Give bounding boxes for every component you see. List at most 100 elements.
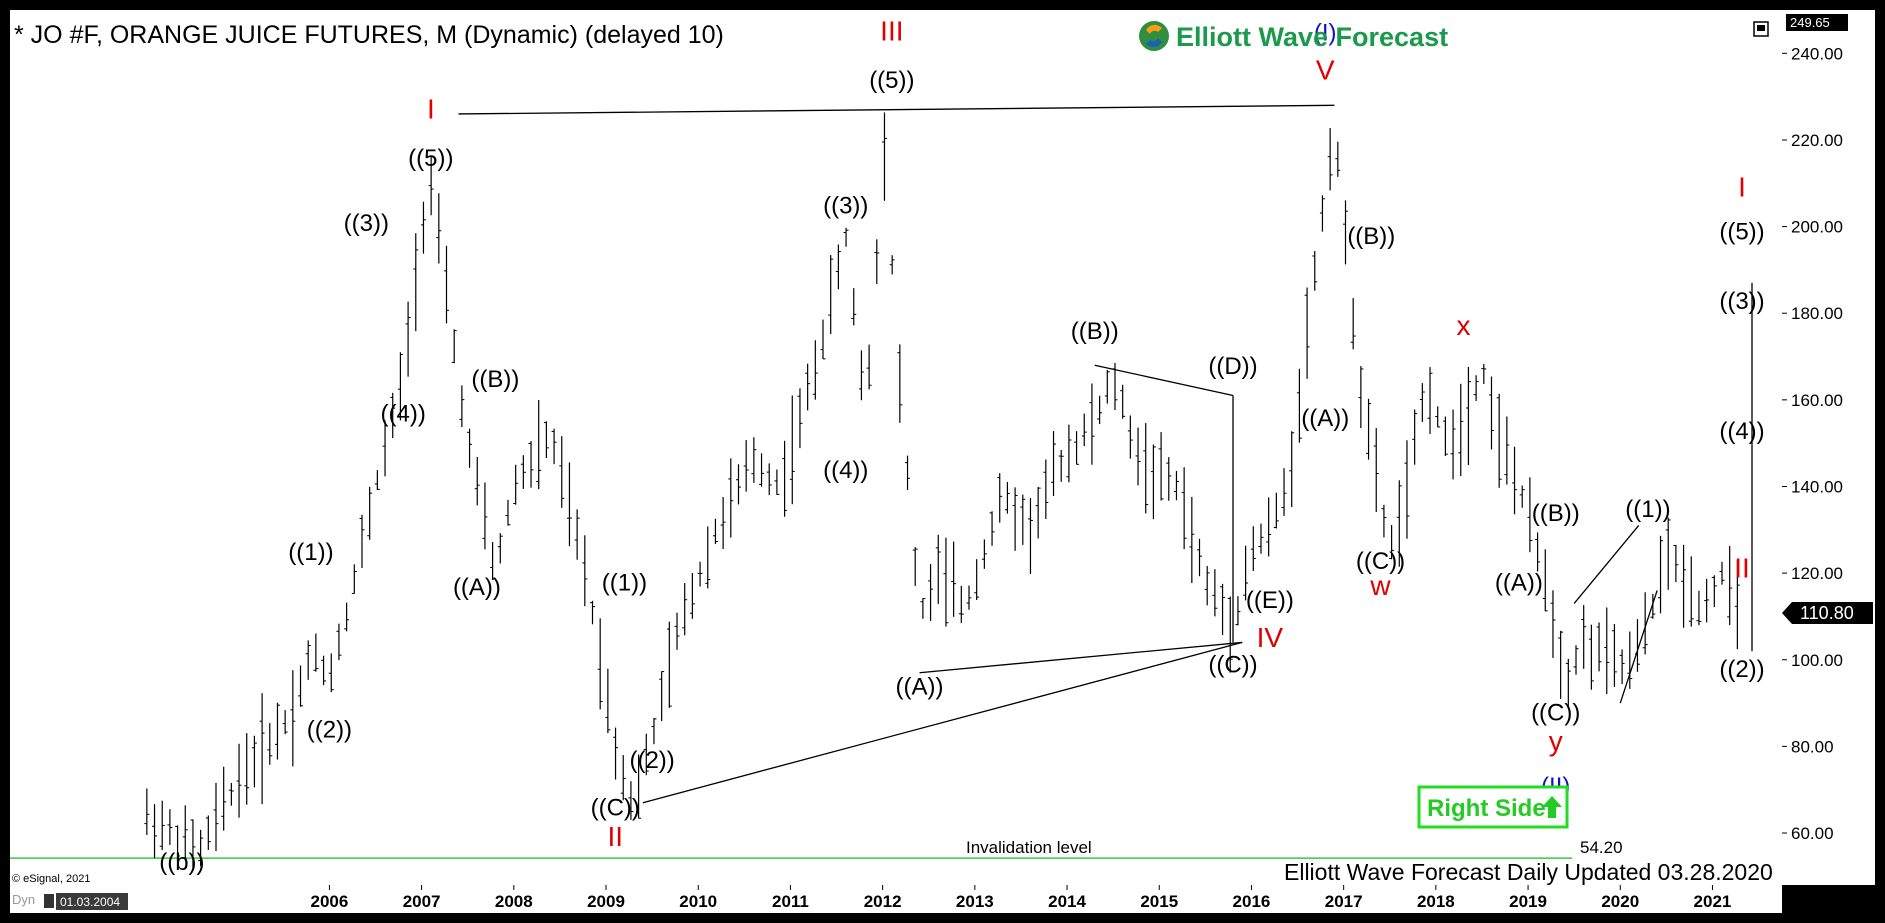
copyright: © eSignal, 2021 (12, 873, 90, 885)
ohlc-bar (1051, 431, 1057, 497)
ohlc-bar (451, 329, 457, 364)
x-tick-label: 2019 (1509, 892, 1547, 911)
ohlc-bar (735, 464, 741, 505)
ohlc-bar (1258, 523, 1264, 554)
trend-line-channel-lower (642, 641, 1243, 804)
ohlc-bar (1043, 459, 1049, 520)
ohlc-bar (305, 640, 311, 680)
ohlc-bar (782, 440, 788, 517)
wave-label: ((5)) (869, 67, 914, 94)
wave-label: ((B)) (1071, 318, 1119, 345)
ohlc-bar (613, 727, 619, 780)
ohlc-bar (213, 782, 219, 852)
ohlc-bar (1558, 630, 1564, 699)
ohlc-bar (897, 344, 903, 423)
wave-label: ((1)) (288, 539, 333, 566)
ohlc-bar (1519, 485, 1525, 508)
ohlc-bar (1419, 383, 1425, 422)
x-tick-label: 2010 (679, 892, 717, 911)
ohlc-bar (367, 486, 373, 540)
price-axis-area (1782, 10, 1875, 885)
x-tick-label: 2021 (1694, 892, 1732, 911)
ohlc-bar (221, 766, 227, 831)
ohlc-bar (1542, 549, 1548, 612)
ohlc-bar (889, 255, 895, 275)
ohlc-bar (689, 572, 695, 619)
ohlc-bar (1066, 424, 1072, 483)
ohlc-bar (374, 470, 380, 490)
wave-label: ((3)) (823, 193, 868, 220)
ohlc-bar (981, 539, 987, 569)
wave-label: x (1457, 310, 1471, 341)
ohlc-bar (251, 735, 257, 788)
wave-label: ((C)) (591, 795, 640, 822)
ohlc-bar (628, 781, 634, 820)
ohlc-bar (1081, 413, 1087, 447)
ohlc-bar (589, 600, 595, 625)
ohlc-bar (1089, 383, 1095, 465)
ohlc-bar (874, 239, 880, 285)
y-tick-label: 160.00 (1791, 391, 1843, 410)
ohlc-bar (482, 482, 488, 550)
ohlc-bar (1550, 590, 1556, 658)
ohlc-bar (774, 469, 780, 495)
ohlc-bar (1150, 444, 1156, 520)
ohlc-bar (574, 509, 580, 560)
ohlc-bar (1412, 409, 1418, 465)
y-tick-label: 140.00 (1791, 477, 1843, 496)
y-tick-label: 120.00 (1791, 564, 1843, 583)
ohlc-bar (1035, 486, 1041, 539)
ohlc-bar (1097, 395, 1103, 425)
window-icon[interactable] (1753, 21, 1769, 37)
x-tick-label: 2015 (1140, 892, 1178, 911)
wave-label: w (1369, 570, 1391, 601)
wave-label: ((b)) (159, 849, 204, 876)
ohlc-bar (1012, 487, 1018, 551)
ohlc-bar (1604, 607, 1610, 695)
ohlc-bar (905, 455, 911, 491)
ohlc-bar (1166, 457, 1172, 501)
ohlc-bar (1335, 141, 1341, 177)
ohlc-bar (766, 463, 772, 496)
x-tick-label: 2011 (772, 892, 809, 911)
top-value: 249.65 (1790, 15, 1830, 30)
ohlc-bar (751, 437, 757, 483)
ohlc-bar (321, 655, 327, 686)
trend-line-triangle-lower (919, 641, 1243, 674)
x-tick-label: 2009 (587, 892, 625, 911)
x-tick-label: 2020 (1601, 892, 1639, 911)
ohlc-bar (935, 534, 941, 604)
ohlc-bar (536, 399, 542, 490)
wave-label: ((A)) (896, 673, 944, 700)
x-tick-label: 2012 (864, 892, 902, 911)
ohlc-bar (1734, 560, 1740, 650)
wave-label: II (1734, 552, 1750, 583)
chart-title: * JO #F, ORANGE JUICE FUTURES, M (Dynami… (14, 21, 724, 49)
wave-label: y (1549, 726, 1563, 757)
brand-name: Elliott Wave Forecast (1176, 22, 1448, 52)
ohlc-bar (651, 717, 657, 745)
ohlc-bar (743, 440, 749, 492)
ohlc-bar (1389, 525, 1395, 560)
ohlc-bar (966, 585, 972, 610)
ohlc-bar (1304, 287, 1310, 379)
ohlc-bar (1381, 504, 1387, 538)
ohlc-bar (1143, 423, 1149, 514)
wave-label: IV (1257, 622, 1284, 653)
ohlc-bar (236, 743, 242, 818)
ohlc-bar (459, 385, 465, 428)
ohlc-bar (274, 702, 280, 760)
ohlc-bar (390, 392, 396, 439)
ohlc-bar (1650, 593, 1656, 619)
ohlc-bar (835, 244, 841, 290)
ohlc-bar (943, 537, 949, 627)
y-tick-label: 200.00 (1791, 218, 1843, 237)
ohlc-bar (159, 800, 165, 851)
trend-line-top-line (458, 104, 1335, 115)
ohlc-bar (1243, 545, 1249, 601)
ohlc-bar (697, 561, 703, 587)
ohlc-bar (1127, 415, 1133, 459)
wave-label: V (1316, 54, 1335, 85)
ohlc-bar (382, 420, 388, 477)
